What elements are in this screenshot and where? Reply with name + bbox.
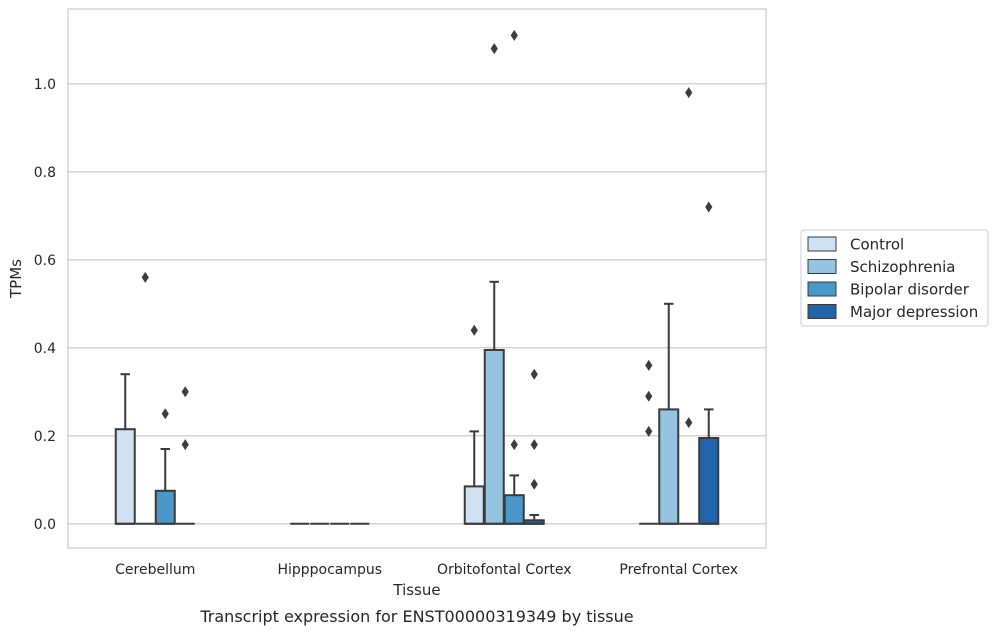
legend-swatch — [807, 236, 837, 252]
y-tick-label: 0.0 — [34, 517, 56, 533]
x-tick-label: Prefrontal Cortex — [619, 562, 738, 578]
y-tick-label: 0.6 — [34, 253, 56, 269]
outlier-point — [645, 359, 653, 371]
y-tick-label: 0.8 — [34, 165, 56, 181]
outlier-point — [530, 478, 538, 490]
x-tick-label: Orbitofontal Cortex — [437, 562, 572, 578]
figure-caption: Transcript expression for ENST0000031934… — [199, 607, 633, 626]
box-control — [463, 430, 485, 525]
box-major-depression — [523, 514, 545, 525]
x-tick-labels: Cerebellum Hipppocampus Orbitofontal Corte… — [115, 562, 738, 578]
legend-label: Control — [850, 236, 904, 254]
box-body — [463, 485, 485, 525]
box-bipolar-disorder — [154, 448, 176, 525]
box-body — [154, 489, 176, 525]
outlier-point — [705, 201, 713, 213]
outlier-points — [141, 29, 713, 490]
outlier-point — [490, 43, 498, 55]
outlier-point — [530, 439, 538, 451]
legend-label: Major depression — [850, 303, 978, 321]
box-plots — [114, 280, 720, 525]
box-schizophrenia — [658, 302, 680, 525]
box-body — [483, 349, 505, 525]
y-tick-label: 0.4 — [34, 341, 56, 357]
y-tick-labels: 0.0 0.2 0.4 0.6 0.8 1.0 — [34, 77, 56, 533]
outlier-point — [470, 324, 478, 336]
outlier-point — [510, 29, 518, 41]
y-tick-label: 1.0 — [34, 77, 56, 93]
plot-frame — [67, 8, 767, 549]
x-tick-label: Hipppocampus — [277, 562, 382, 578]
outlier-point — [181, 439, 189, 451]
outlier-point — [161, 408, 169, 420]
outlier-point — [141, 271, 149, 283]
legend-label: Bipolar disorder — [850, 281, 970, 299]
box-major-depression — [698, 408, 720, 525]
legend-label: Schizophrenia — [850, 258, 955, 276]
legend-swatch — [807, 281, 837, 297]
box-control — [114, 373, 136, 525]
outlier-point — [685, 87, 693, 99]
outlier-point — [181, 386, 189, 398]
outlier-point — [685, 417, 693, 429]
box-body — [658, 408, 680, 525]
box-body — [698, 437, 720, 525]
outlier-point — [510, 439, 518, 451]
x-tick-label: Cerebellum — [115, 562, 195, 578]
y-tick-label: 0.2 — [34, 429, 56, 445]
legend-swatch — [807, 259, 837, 274]
box-body — [114, 428, 136, 525]
outlier-point — [530, 368, 538, 380]
box-bipolar-disorder — [503, 474, 525, 525]
legend: Control Schizophrenia Bipolar disorder Majo… — [800, 229, 989, 327]
x-axis-label: Tissue — [392, 581, 440, 599]
outlier-point — [645, 425, 653, 437]
outlier-point — [645, 390, 653, 402]
y-axis-label: TPMs — [7, 259, 25, 299]
box-body — [503, 494, 525, 525]
legend-frame — [800, 229, 989, 327]
box-schizophrenia — [483, 280, 505, 525]
legend-swatch — [807, 304, 837, 319]
